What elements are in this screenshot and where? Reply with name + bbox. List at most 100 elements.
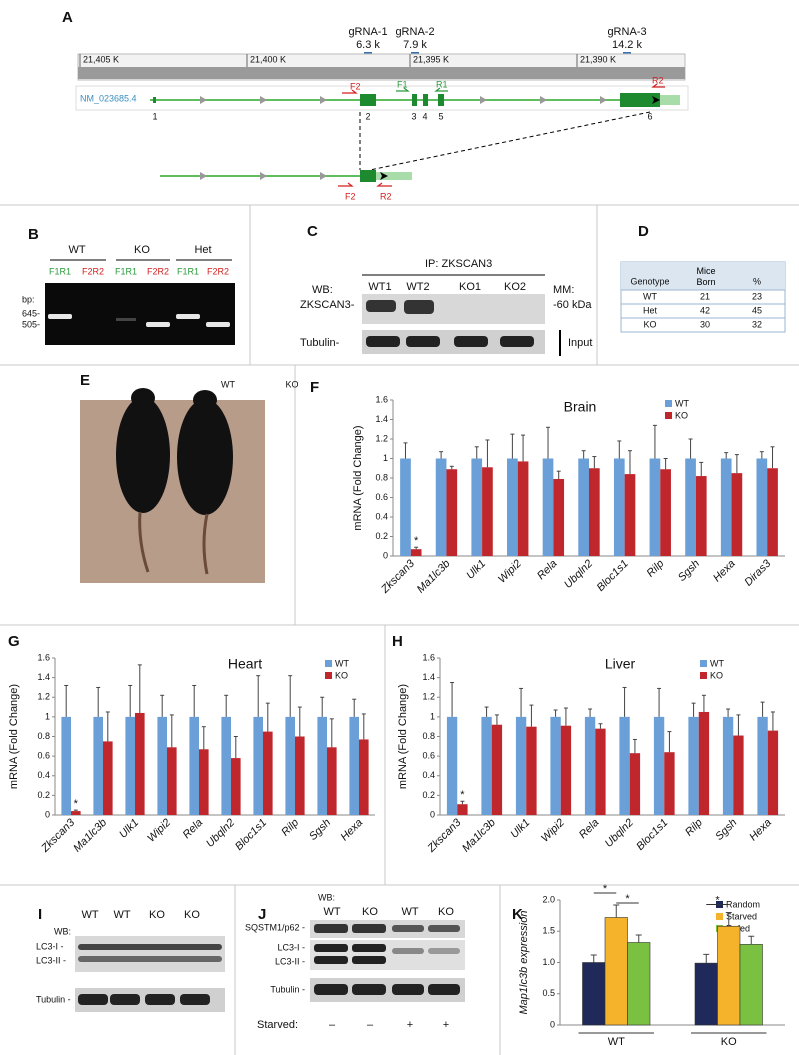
error-bar xyxy=(590,954,597,963)
exon-number: 2 xyxy=(365,111,370,121)
y-tick-label: 0.2 xyxy=(422,790,435,800)
x-tick-label: Diras3 xyxy=(742,557,774,589)
x-tick-label: Rilp xyxy=(683,817,705,839)
error-bar xyxy=(529,704,534,727)
grna-label: gRNA-2 xyxy=(395,26,434,38)
error-bar xyxy=(160,694,165,717)
error-bar xyxy=(519,687,524,717)
y-tick-label: 0 xyxy=(430,809,435,819)
legend-label: WT xyxy=(675,398,689,408)
y-tick-label: 0 xyxy=(45,809,50,819)
size-marker: 505- xyxy=(22,319,40,329)
table-cell: 30 xyxy=(700,319,710,329)
chart-title: Liver xyxy=(605,656,636,672)
x-tick-label: Bloc1s1 xyxy=(634,817,670,853)
direction-arrows xyxy=(200,96,607,104)
input-label: Input xyxy=(568,337,592,349)
bar xyxy=(560,725,572,815)
error-bar xyxy=(667,731,672,753)
error-bar xyxy=(734,454,739,474)
error-bar xyxy=(233,736,238,759)
error-bar xyxy=(192,684,197,717)
bar xyxy=(584,716,596,815)
legend-label: KO xyxy=(710,670,723,680)
error-bar xyxy=(724,452,729,459)
bar xyxy=(767,468,778,556)
target-label: ZKSCAN3- xyxy=(300,299,355,311)
bar xyxy=(491,724,503,815)
loading-label: Tubulin - xyxy=(36,994,71,1004)
y-axis-title: mRNA (Fold Change) xyxy=(8,684,20,789)
panel-label: F xyxy=(310,379,319,396)
exon-number: 1 xyxy=(152,111,157,121)
y-tick-label: 1.6 xyxy=(422,652,435,662)
legend-label: WT xyxy=(335,658,349,668)
y-tick-label: 0.8 xyxy=(37,731,50,741)
bar xyxy=(435,458,447,556)
lane-label: F2R2 xyxy=(147,266,169,276)
x-tick-label: Rilp xyxy=(279,817,301,839)
exon-number: 5 xyxy=(438,111,443,121)
band-label: SQSTM1/p62 - xyxy=(245,922,305,932)
lane-label: KO xyxy=(362,906,378,918)
lane-label: KO2 xyxy=(504,281,526,293)
bar xyxy=(481,716,492,815)
x-tick-label: Zkscan3 xyxy=(378,557,417,596)
error-bar xyxy=(701,694,706,712)
annotation: * xyxy=(603,883,608,895)
bar xyxy=(698,711,710,815)
lane-label: F1R1 xyxy=(177,266,199,276)
legend-label: Random xyxy=(726,899,760,909)
bar xyxy=(767,730,779,815)
table-rules xyxy=(621,289,785,319)
bar xyxy=(733,735,744,815)
table-cell: KO xyxy=(643,319,656,329)
x-tick-label: Wipi2 xyxy=(539,817,567,845)
band-label: Tubulin - xyxy=(270,984,305,994)
inset-end xyxy=(380,172,388,180)
photo xyxy=(80,400,265,583)
gel xyxy=(45,283,235,345)
wb-label: WB: xyxy=(318,892,335,902)
bar xyxy=(327,747,337,815)
bar xyxy=(125,716,135,815)
error-bar xyxy=(556,470,561,479)
primer-arrows xyxy=(342,83,665,94)
bar xyxy=(664,752,675,815)
bar xyxy=(624,474,636,556)
x-tick-label: Ubqln2 xyxy=(562,558,595,591)
ruler-band xyxy=(78,67,685,79)
legend-swatch xyxy=(716,913,723,920)
zoom-lines xyxy=(359,111,651,171)
panel-label: D xyxy=(638,223,649,240)
error-bar xyxy=(635,934,642,943)
legend-swatch xyxy=(700,672,707,679)
ip-label: IP: ZKSCAN3 xyxy=(425,258,492,270)
ruler-label: 21,405 K xyxy=(83,54,119,64)
chart-title: Brain xyxy=(564,399,597,415)
bar xyxy=(649,458,661,556)
y-tick-label: 1 xyxy=(430,711,435,721)
blot xyxy=(310,920,465,938)
bar xyxy=(189,716,199,815)
legend-swatch xyxy=(325,660,332,667)
bar xyxy=(720,458,732,556)
bar xyxy=(446,469,458,556)
bar xyxy=(613,458,625,556)
lane-label: F2R2 xyxy=(207,266,229,276)
bar xyxy=(660,469,671,556)
band-label: LC3-II - xyxy=(36,955,66,965)
bar xyxy=(199,749,209,815)
bar xyxy=(550,716,561,815)
bar xyxy=(221,716,231,815)
bar xyxy=(731,473,743,556)
y-tick-label: 0.6 xyxy=(37,751,50,761)
error-bar xyxy=(622,686,627,717)
bar xyxy=(717,925,741,1026)
bar xyxy=(71,811,81,815)
starved-value: – xyxy=(329,1019,336,1031)
y-axis-title: mRNA (Fold Change) xyxy=(352,425,364,530)
bar xyxy=(653,716,665,815)
bar xyxy=(694,962,718,1026)
y-tick-label: 0.6 xyxy=(375,492,388,502)
